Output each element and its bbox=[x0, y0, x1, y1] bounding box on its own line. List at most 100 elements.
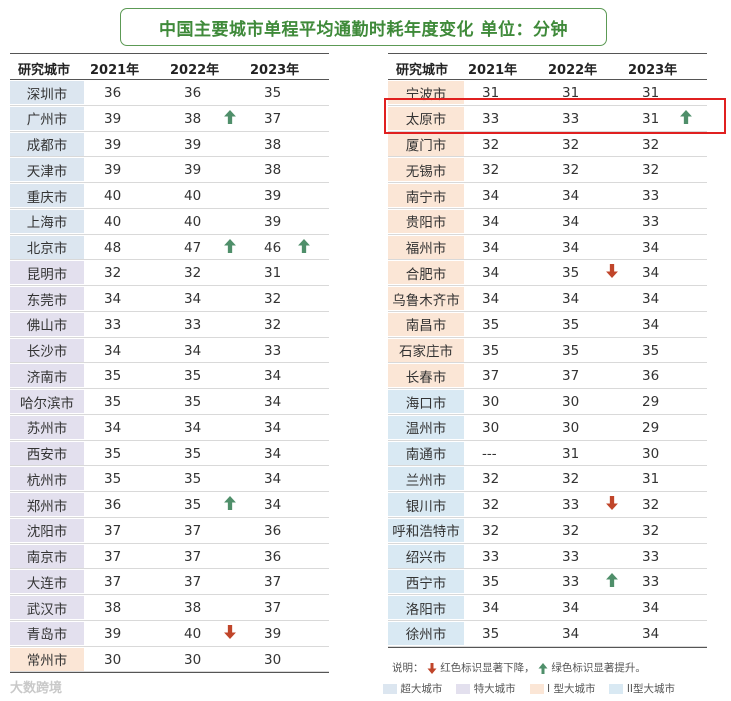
up-arrow-icon bbox=[606, 573, 618, 588]
city-name: 石家庄市 bbox=[388, 338, 464, 362]
value-2022: 35 bbox=[562, 265, 580, 282]
value-2021: 32 bbox=[482, 522, 500, 539]
column-header: 2022年 bbox=[548, 63, 598, 78]
value-2023: 35 bbox=[264, 85, 282, 101]
value-2022: 34 bbox=[184, 291, 202, 307]
value-2023: 37 bbox=[264, 600, 282, 616]
value-2021: --- bbox=[482, 445, 497, 462]
table-row: 武汉市 38 38 37 bbox=[10, 595, 329, 621]
value-2021: 37 bbox=[104, 522, 122, 539]
table-top-rule bbox=[388, 53, 707, 54]
value-2023: 33 bbox=[642, 213, 660, 230]
value-2023: 34 bbox=[264, 368, 282, 385]
value-2022: 35 bbox=[184, 471, 202, 488]
city-name: 温州市 bbox=[388, 415, 464, 439]
table-row: 厦门市 32 32 32 bbox=[388, 132, 707, 158]
city-name: 昆明市 bbox=[10, 261, 84, 285]
value-2022: 33 bbox=[562, 548, 580, 565]
value-2021: 34 bbox=[482, 213, 500, 230]
table-row: 洛阳市 34 34 34 bbox=[388, 595, 707, 621]
city-name: 长沙市 bbox=[10, 338, 84, 362]
value-2021: 32 bbox=[482, 471, 500, 488]
city-name: 西宁市 bbox=[388, 570, 464, 594]
table-row: 徐州市 35 34 34 bbox=[388, 621, 707, 647]
value-2021: 35 bbox=[104, 368, 122, 385]
column-header: 2021年 bbox=[90, 63, 140, 78]
value-2022: 34 bbox=[562, 600, 580, 616]
table-row: 西宁市 35 33 33 bbox=[388, 569, 707, 595]
city-name: 济南市 bbox=[10, 364, 84, 388]
table-row: 无锡市 32 32 32 bbox=[388, 157, 707, 183]
table-row: 太原市 33 33 31 bbox=[388, 106, 707, 132]
value-2021: 32 bbox=[482, 162, 500, 179]
value-2022: 40 bbox=[184, 625, 202, 642]
value-2023: 29 bbox=[642, 419, 660, 436]
value-2021: 48 bbox=[104, 239, 122, 256]
value-2022: 38 bbox=[184, 110, 202, 127]
up-arrow-icon bbox=[224, 238, 236, 253]
value-2023: 46 bbox=[264, 239, 282, 256]
city-name: 南宁市 bbox=[388, 184, 464, 207]
city-name: 杭州市 bbox=[10, 467, 84, 491]
city-name: 乌鲁木齐市 bbox=[388, 287, 464, 310]
city-name: 青岛市 bbox=[10, 621, 84, 645]
value-2023: 36 bbox=[264, 548, 282, 565]
highlight-box bbox=[384, 98, 726, 134]
table-row: 沈阳市 37 37 36 bbox=[10, 518, 329, 544]
value-2023: 32 bbox=[642, 136, 660, 153]
column-header: 2021年 bbox=[468, 63, 518, 78]
table-row: 南通市 --- 31 30 bbox=[388, 441, 707, 467]
value-2021: 30 bbox=[482, 394, 500, 410]
value-2021: 35 bbox=[104, 394, 122, 410]
city-name: 天津市 bbox=[10, 158, 84, 182]
value-2021: 35 bbox=[482, 625, 500, 642]
table-row: 兰州市 32 32 31 bbox=[388, 466, 707, 492]
value-2023: 32 bbox=[642, 162, 660, 179]
table-row: 贵阳市 34 34 33 bbox=[388, 209, 707, 235]
value-2021: 33 bbox=[482, 110, 500, 127]
value-2022: 32 bbox=[562, 522, 580, 539]
value-2021: 34 bbox=[482, 600, 500, 616]
value-2022: 37 bbox=[562, 368, 580, 385]
city-name: 银川市 bbox=[388, 493, 464, 516]
watermark: 大数跨境 bbox=[10, 681, 63, 696]
city-name: 南通市 bbox=[388, 441, 464, 465]
value-2021: 36 bbox=[104, 85, 122, 101]
table-row: 温州市 30 30 29 bbox=[388, 415, 707, 441]
table-row: 呼和浩特市 32 32 32 bbox=[388, 518, 707, 544]
value-2022: 47 bbox=[184, 239, 202, 256]
city-name: 重庆市 bbox=[10, 184, 84, 207]
value-2022: 34 bbox=[184, 419, 202, 436]
city-name: 沈阳市 bbox=[10, 518, 84, 542]
value-2021: 35 bbox=[104, 471, 122, 488]
value-2022: 32 bbox=[562, 162, 580, 179]
value-2022: 39 bbox=[184, 162, 202, 179]
city-name: 呼和浩特市 bbox=[388, 518, 464, 542]
value-2022: 37 bbox=[184, 574, 202, 591]
city-name: 哈尔滨市 bbox=[10, 390, 84, 413]
value-2022: 33 bbox=[562, 497, 580, 513]
table-row: 哈尔滨市 35 35 34 bbox=[10, 389, 329, 415]
value-2023: 36 bbox=[264, 522, 282, 539]
table-bottom-rule bbox=[388, 646, 707, 648]
value-2021: 34 bbox=[482, 188, 500, 204]
table-row: 天津市 39 39 38 bbox=[10, 157, 329, 183]
value-2021: 35 bbox=[482, 574, 500, 591]
page-title: 中国主要城市单程平均通勤时耗年度变化 单位：分钟 bbox=[120, 8, 607, 46]
up-arrow-icon bbox=[224, 496, 236, 510]
city-name: 洛阳市 bbox=[388, 596, 464, 619]
value-2023: 34 bbox=[642, 625, 660, 642]
city-name: 武汉市 bbox=[10, 596, 84, 619]
city-name: 常州市 bbox=[10, 647, 84, 671]
value-2023: 32 bbox=[642, 497, 660, 513]
table-row: 石家庄市 35 35 35 bbox=[388, 338, 707, 364]
city-name: 南昌市 bbox=[388, 312, 464, 336]
value-2021: 38 bbox=[104, 600, 122, 616]
down-arrow-icon bbox=[606, 264, 618, 279]
value-2021: 32 bbox=[104, 265, 122, 282]
column-header: 研究城市 bbox=[396, 63, 449, 78]
value-2023: 31 bbox=[264, 265, 282, 282]
note-prefix: 说明： bbox=[392, 662, 424, 674]
table-row: 广州市 39 38 37 bbox=[10, 106, 329, 132]
city-name: 长春市 bbox=[388, 364, 464, 388]
